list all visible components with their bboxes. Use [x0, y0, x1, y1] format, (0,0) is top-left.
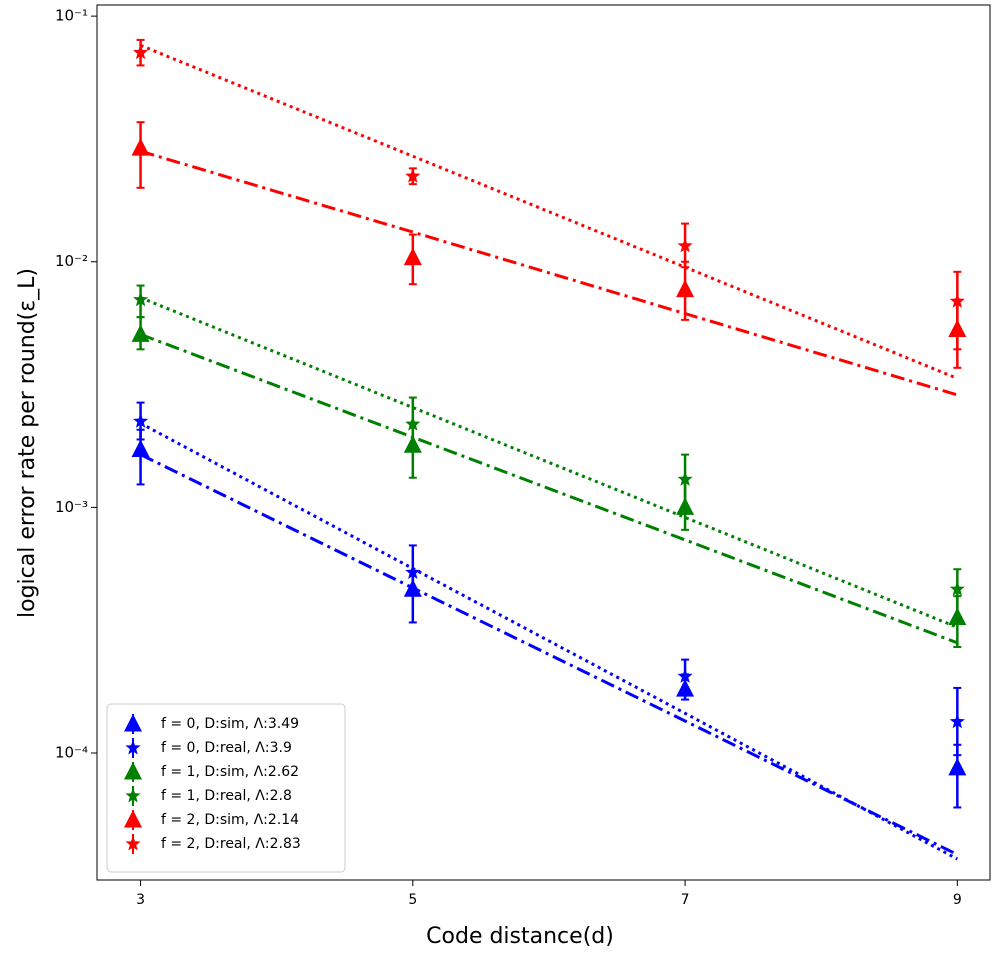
marker	[405, 416, 421, 431]
marker	[131, 324, 150, 342]
marker	[948, 757, 967, 776]
legend-marker	[124, 810, 142, 828]
legend-label: f = 2, D:sim, Λ:2.14	[161, 812, 299, 828]
legend-marker	[124, 762, 142, 780]
marker	[949, 293, 965, 308]
marker	[949, 713, 965, 729]
marker	[676, 279, 695, 298]
x-tick-label: 7	[681, 892, 690, 908]
marker	[131, 138, 150, 156]
x-tick-label: 9	[953, 892, 962, 908]
marker	[949, 581, 965, 596]
fit-line	[140, 332, 958, 645]
legend-marker	[125, 740, 141, 755]
marker	[677, 237, 693, 253]
marker	[131, 439, 150, 458]
y-tick-label: 10⁻¹	[55, 7, 88, 25]
legend-label: f = 0, D:real, Λ:3.9	[161, 740, 292, 756]
legend-marker	[125, 788, 141, 803]
legend-label: f = 1, D:real, Λ:2.8	[161, 788, 292, 804]
y-tick-label: 10⁻³	[55, 498, 88, 516]
marker	[677, 471, 693, 486]
x-tick-label: 5	[408, 892, 417, 908]
legend-box	[106, 703, 346, 873]
fit-line	[139, 421, 959, 861]
marker	[403, 247, 422, 266]
x-tick-label: 3	[136, 892, 145, 908]
marker	[677, 668, 693, 683]
legend-marker	[124, 714, 142, 732]
fit-line	[140, 44, 958, 380]
legend-label: f = 2, D:real, Λ:2.83	[161, 836, 301, 852]
legend-label: f = 1, D:sim, Λ:2.62	[161, 764, 299, 780]
plot-frame	[96, 4, 991, 881]
y-tick-label: 10⁻²	[55, 252, 88, 270]
marker	[405, 168, 421, 183]
legend-marker	[125, 836, 141, 851]
y-tick-label: 10⁻⁴	[55, 743, 88, 761]
y-axis-title: logical error rate per round(ε_L)	[15, 268, 40, 618]
fit-line	[140, 149, 958, 397]
marker	[133, 413, 149, 428]
fit-line	[140, 296, 958, 629]
marker	[405, 564, 421, 579]
x-axis-title: Code distance(d)	[426, 924, 614, 949]
marker	[133, 44, 149, 60]
marker	[133, 291, 149, 307]
legend-label: f = 0, D:sim, Λ:3.49	[161, 716, 299, 732]
